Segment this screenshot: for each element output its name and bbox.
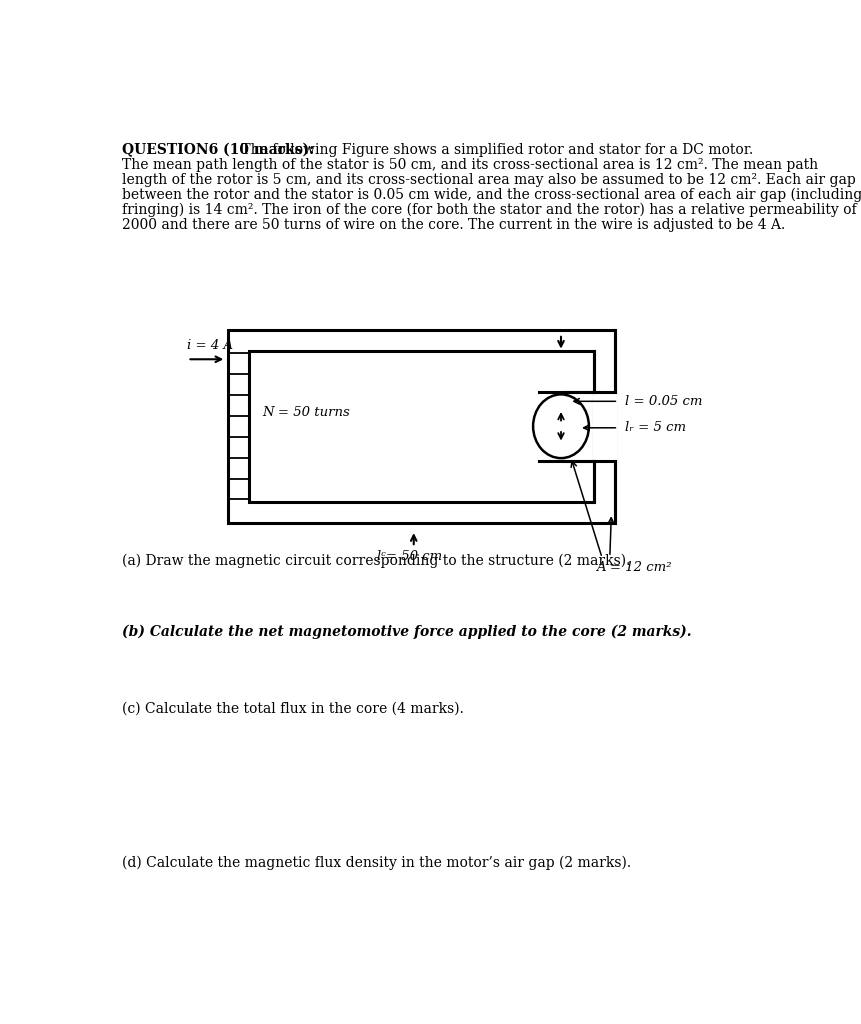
- Text: lᶜ= 50 cm: lᶜ= 50 cm: [377, 550, 443, 563]
- Text: 2000 and there are 50 turns of wire on the core. The current in the wire is adju: 2000 and there are 50 turns of wire on t…: [121, 218, 785, 232]
- Text: QUESTION6 (10 marks):: QUESTION6 (10 marks):: [121, 143, 313, 157]
- Text: The following Figure shows a simplified rotor and stator for a DC motor.: The following Figure shows a simplified …: [237, 143, 753, 157]
- Text: A = 12 cm²: A = 12 cm²: [596, 561, 672, 574]
- Text: i = 4 A: i = 4 A: [188, 339, 233, 351]
- Ellipse shape: [533, 394, 589, 458]
- Polygon shape: [249, 351, 594, 502]
- Text: between the rotor and the stator is 0.05 cm wide, and the cross-sectional area o: between the rotor and the stator is 0.05…: [121, 188, 861, 203]
- Polygon shape: [592, 391, 616, 461]
- Text: The mean path length of the stator is 50 cm, and its cross-sectional area is 12 : The mean path length of the stator is 50…: [121, 158, 818, 172]
- Polygon shape: [228, 330, 616, 522]
- Text: lᵣ = 5 cm: lᵣ = 5 cm: [624, 421, 685, 434]
- Text: l = 0.05 cm: l = 0.05 cm: [624, 395, 702, 408]
- Text: (c) Calculate the total flux in the core (4 marks).: (c) Calculate the total flux in the core…: [121, 701, 463, 716]
- Text: fringing) is 14 cm². The iron of the core (for both the stator and the rotor) ha: fringing) is 14 cm². The iron of the cor…: [121, 203, 856, 217]
- Text: N = 50 turns: N = 50 turns: [263, 406, 350, 419]
- Text: (b) Calculate the net magnetomotive force applied to the core (2 marks).: (b) Calculate the net magnetomotive forc…: [121, 625, 691, 639]
- Text: (d) Calculate the magnetic flux density in the motor’s air gap (2 marks).: (d) Calculate the magnetic flux density …: [121, 856, 631, 870]
- Text: length of the rotor is 5 cm, and its cross-sectional area may also be assumed to: length of the rotor is 5 cm, and its cro…: [121, 173, 855, 187]
- Text: (a) Draw the magnetic circuit corresponding to the structure (2 marks).: (a) Draw the magnetic circuit correspond…: [121, 553, 630, 567]
